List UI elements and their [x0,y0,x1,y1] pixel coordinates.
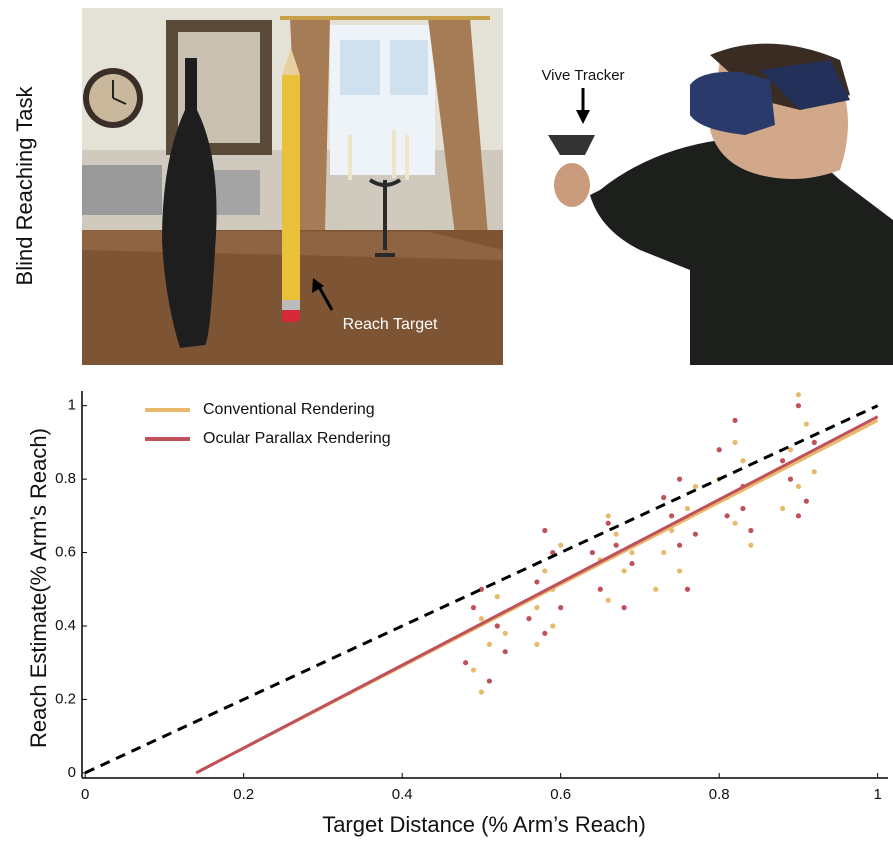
side-label: Blind Reaching Task [12,86,37,286]
data-point [502,649,508,655]
fit-line [195,415,879,775]
scene-annotation: Reach Target [343,316,438,333]
x-axis-title: Target Distance (% Arm’s Reach) [322,812,646,837]
data-point [795,513,802,519]
x-tick-label: 0.4 [392,786,413,803]
data-point [605,597,611,603]
scene-photo: Reach Target [82,8,503,365]
data-point [621,605,627,611]
data-point [740,505,746,512]
data-point [692,531,699,537]
data-point [462,660,469,666]
data-point [811,439,817,446]
y-tick-label: 0 [68,764,76,781]
data-point [470,667,477,673]
data-point [542,630,548,636]
data-point [526,616,532,622]
y-tick-label: 0.8 [55,470,76,487]
data-point [732,439,738,446]
x-tick-label: 0.6 [550,786,571,803]
y-tick-label: 0.6 [55,544,76,561]
data-point [795,403,802,409]
data-point [613,531,619,537]
data-point [684,586,691,592]
data-point [629,549,635,556]
x-tick-label: 0.8 [709,786,730,803]
data-point [732,417,738,423]
x-tick-label: 1 [874,786,882,803]
x-tick-label: 0 [81,786,89,803]
data-point [787,476,794,482]
data-point [597,586,603,592]
data-point [486,641,492,647]
data-point [621,568,627,574]
person-photo: Vive Tracker [541,43,893,365]
data-point [494,623,500,629]
data-point [803,498,809,504]
data-point [605,520,611,526]
data-point [478,616,485,622]
data-point [692,483,699,490]
data-point [676,568,683,574]
data-point [716,447,722,453]
data-point [550,549,556,556]
data-point [779,505,786,512]
data-point [653,586,659,592]
reference-line [84,404,879,775]
data-point [550,623,556,629]
y-tick-label: 1 [68,397,76,414]
data-point [605,513,611,519]
data-point [684,505,691,512]
data-point [795,483,802,490]
data-point [732,520,738,526]
data-point [470,605,477,611]
data-point [589,549,595,556]
data-point [558,542,564,548]
data-point [542,527,548,534]
data-point [661,549,667,556]
data-point [629,560,635,567]
data-point [748,542,754,548]
legend-label: Conventional Rendering [203,401,375,418]
photo-annotation: Vive Tracker [541,67,624,84]
data-point [613,542,619,548]
data-point [724,513,730,519]
legend-label: Ocular Parallax Rendering [203,430,391,447]
data-point [542,568,548,574]
data-point [748,527,754,534]
data-point [534,641,540,647]
data-point [534,605,540,611]
data-point [502,630,508,636]
data-point [803,421,809,427]
y-tick-label: 0.2 [55,690,76,707]
y-axis-title: Reach Estimate(% Arm’s Reach) [26,428,51,748]
data-point [779,458,786,464]
data-point [676,476,683,482]
y-tick-label: 0.4 [55,617,76,634]
x-tick-label: 0.2 [233,786,254,803]
data-point [669,513,675,519]
data-point [795,392,802,398]
scatter-chart: Reach Estimate(% Arm’s Reach) Target Dis… [26,391,888,837]
data-point [558,605,564,611]
data-point [661,494,667,501]
data-point [676,542,683,548]
data-point [486,678,492,684]
data-point [740,458,746,464]
data-point [478,689,485,695]
data-point [494,594,500,600]
data-point [811,469,817,475]
data-point [787,447,794,453]
data-point [534,579,540,585]
